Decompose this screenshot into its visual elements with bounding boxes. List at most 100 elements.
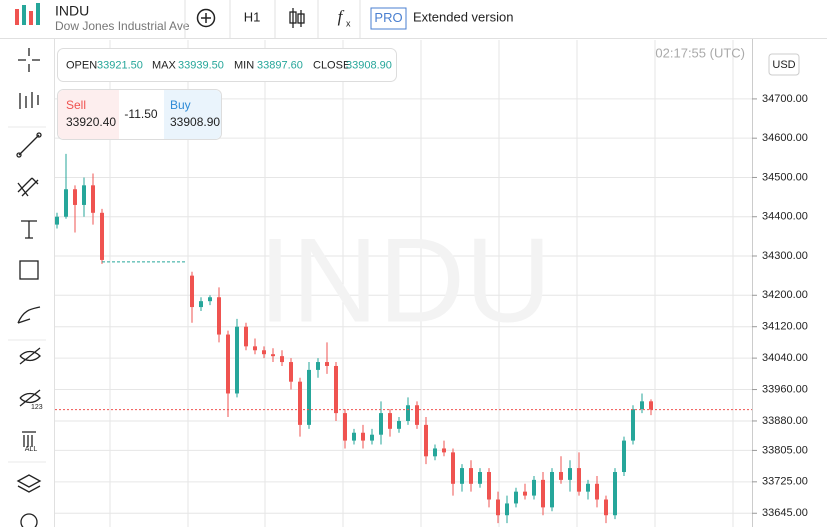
- candle-body: [460, 468, 464, 484]
- candle-body: [568, 468, 572, 480]
- candle-body: [631, 409, 635, 441]
- y-tick-label: 34300.00: [762, 250, 808, 262]
- separators: [184, 0, 361, 38]
- sell-label: Sell: [66, 98, 86, 112]
- candle-body: [514, 491, 518, 504]
- candle-body: [208, 297, 212, 302]
- candle-body: [325, 362, 329, 366]
- candle-body: [559, 472, 563, 480]
- candle-body: [541, 479, 545, 508]
- chart-type-button[interactable]: [289, 8, 305, 28]
- candle-body: [613, 472, 617, 516]
- candle-body: [253, 346, 257, 351]
- candle-body: [199, 301, 203, 308]
- max-label: MAX: [152, 59, 177, 71]
- candle-body: [442, 448, 446, 453]
- candle-body: [505, 503, 509, 516]
- sell-button[interactable]: [58, 90, 119, 139]
- candle-body: [388, 413, 392, 429]
- candle-body: [532, 479, 536, 496]
- candle-body: [622, 440, 626, 473]
- y-tick-label: 34120.00: [762, 321, 808, 333]
- candle-body: [424, 424, 428, 457]
- buy-label: Buy: [170, 98, 191, 112]
- sell-price: 33920.40: [66, 115, 116, 129]
- candle-body: [496, 499, 500, 516]
- candle-body: [262, 350, 266, 355]
- y-tick-label: 34400.00: [762, 211, 808, 223]
- close-value: 33908.90: [346, 59, 392, 71]
- spread: -11.50: [124, 107, 157, 121]
- watermark: INDU: [258, 214, 551, 348]
- min-label: MIN: [234, 59, 254, 71]
- buy-button[interactable]: [164, 90, 221, 139]
- extended-version[interactable]: Extended version: [413, 9, 513, 24]
- candle-body: [298, 381, 302, 425]
- currency: USD: [772, 59, 795, 71]
- y-tick-label: 33645.00: [762, 507, 808, 519]
- tool-icons[interactable]: [8, 48, 46, 527]
- candle-body: [586, 483, 590, 492]
- candle-body: [523, 491, 527, 496]
- icon-label: ALL: [25, 446, 38, 453]
- candle-body: [433, 448, 437, 457]
- candle-body: [271, 354, 275, 357]
- top-bar: [0, 0, 827, 38]
- candle-body: [595, 483, 599, 500]
- pro-badge[interactable]: [370, 7, 407, 30]
- y-tick-label: 34200.00: [762, 289, 808, 301]
- candle-body: [100, 212, 104, 260]
- max-value: 33939.50: [178, 59, 224, 71]
- candle-body: [226, 334, 230, 394]
- candle-body: [649, 401, 653, 410]
- add-button[interactable]: [196, 8, 216, 28]
- symbol-name: Dow Jones Industrial Ave: [55, 19, 190, 33]
- candle-body: [352, 432, 356, 441]
- candle-body: [640, 401, 644, 410]
- candle-body: [91, 185, 95, 213]
- candle-body: [280, 356, 284, 363]
- candle-body: [370, 434, 374, 441]
- candle-body: [190, 275, 194, 308]
- clock: 02:17:55 (UTC): [655, 45, 745, 60]
- pro-text: PRO: [374, 10, 402, 25]
- candle-body: [235, 326, 239, 394]
- left-toolbar: [0, 39, 54, 527]
- candle-body: [469, 468, 473, 484]
- currency-box[interactable]: [768, 53, 800, 76]
- candle-body: [217, 297, 221, 335]
- candle-body: [397, 420, 401, 429]
- candle-body: [55, 216, 59, 225]
- y-tick-label: 33725.00: [762, 476, 808, 488]
- symbol: INDU: [55, 3, 89, 19]
- candle-body: [82, 185, 86, 205]
- open-value: 33921.50: [97, 59, 143, 71]
- buy-price: 33908.90: [170, 115, 220, 129]
- icon-label: 123: [31, 404, 43, 411]
- min-value: 33897.60: [257, 59, 303, 71]
- indicators-sub: x: [346, 18, 351, 28]
- y-tick-label: 34600.00: [762, 132, 808, 144]
- candle-body: [478, 472, 482, 484]
- axis-labels: 34700.00 34600.00 34500.00 34400.00 34300.00…: [752, 93, 808, 519]
- y-tick-label: 34040.00: [762, 352, 808, 364]
- candle-body: [307, 369, 311, 425]
- candle-body: [604, 499, 608, 516]
- candle-body: [73, 189, 77, 205]
- candle-body: [415, 405, 419, 425]
- timeframe[interactable]: H1: [244, 9, 261, 24]
- indicators-button[interactable]: f: [338, 7, 345, 26]
- y-tick-label: 34700.00: [762, 93, 808, 105]
- candle-body: [550, 472, 554, 508]
- plot: [55, 40, 752, 527]
- candle-body: [361, 432, 365, 441]
- candle-body: [64, 189, 68, 217]
- candle-body: [451, 452, 455, 484]
- candle-body: [316, 362, 320, 370]
- candle-body: [406, 405, 410, 421]
- candle-body: [289, 362, 293, 382]
- candle-body: [487, 472, 491, 500]
- candle-body: [379, 413, 383, 435]
